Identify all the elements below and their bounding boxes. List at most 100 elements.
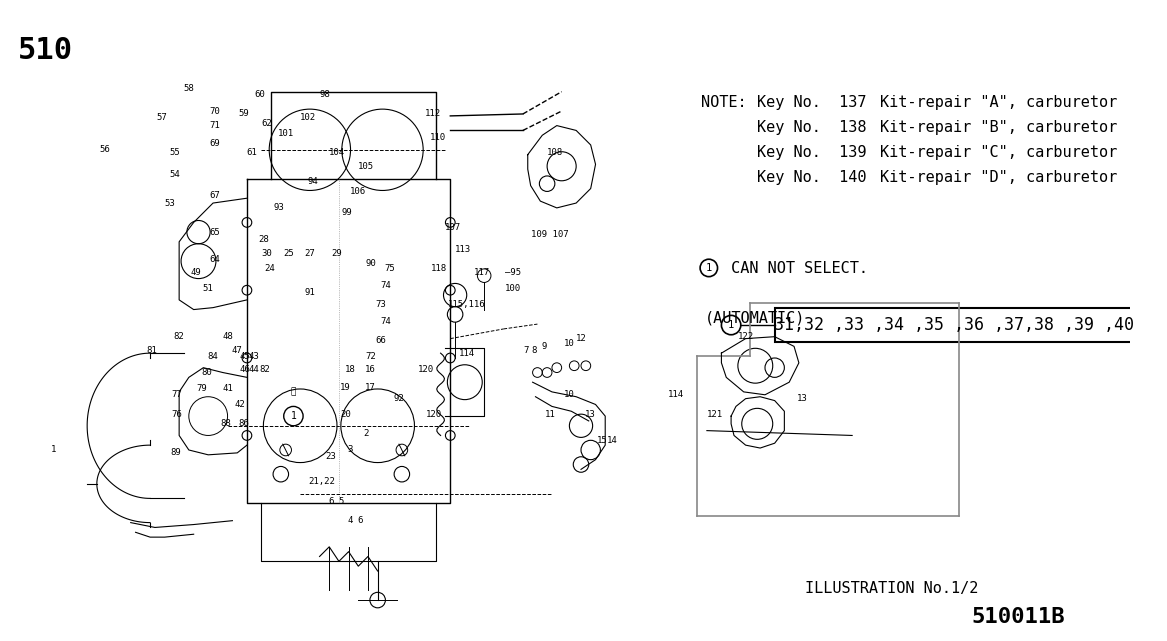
Text: 72: 72: [365, 351, 376, 360]
Text: 80: 80: [201, 368, 211, 377]
Text: 115,116: 115,116: [448, 300, 485, 309]
Text: 74: 74: [380, 281, 391, 290]
Text: 30: 30: [261, 249, 272, 258]
Text: 77: 77: [172, 390, 182, 399]
Text: 58: 58: [183, 84, 194, 94]
Text: 54: 54: [169, 169, 180, 178]
Text: 3: 3: [348, 445, 354, 454]
Text: 84: 84: [208, 351, 218, 360]
Text: 88: 88: [221, 419, 231, 428]
Text: ①: ①: [291, 387, 296, 396]
Text: 76: 76: [172, 410, 182, 419]
Text: 1: 1: [706, 263, 712, 273]
Text: 106: 106: [350, 187, 366, 196]
Text: 1: 1: [50, 445, 56, 454]
Text: 12: 12: [575, 334, 586, 343]
Text: 62: 62: [261, 119, 272, 128]
Text: 11: 11: [545, 410, 555, 419]
Text: Key No.  139: Key No. 139: [757, 145, 867, 160]
Text: —95: —95: [505, 269, 522, 278]
Circle shape: [446, 217, 455, 228]
Text: 17: 17: [364, 383, 376, 392]
Text: 93: 93: [273, 203, 285, 212]
Text: 82: 82: [259, 365, 270, 374]
Text: 59: 59: [238, 110, 250, 119]
Text: 110: 110: [429, 133, 446, 142]
Circle shape: [242, 431, 252, 440]
Text: 6: 6: [357, 516, 363, 525]
Circle shape: [446, 431, 455, 440]
Text: 21,22: 21,22: [308, 478, 335, 487]
Text: 121: 121: [706, 410, 722, 419]
Text: 15: 15: [598, 436, 608, 445]
Text: 70: 70: [210, 106, 221, 115]
Text: 13: 13: [586, 410, 596, 419]
Text: 112: 112: [425, 110, 441, 119]
Text: 18: 18: [345, 365, 356, 374]
Text: 56: 56: [99, 146, 110, 154]
Text: 51: 51: [203, 284, 214, 293]
Text: 94: 94: [307, 178, 319, 187]
Text: 25: 25: [284, 249, 294, 258]
Text: 10: 10: [564, 390, 575, 399]
Circle shape: [446, 353, 455, 363]
Text: 74: 74: [380, 317, 391, 326]
Text: 55: 55: [169, 148, 180, 157]
Text: 4: 4: [348, 516, 354, 525]
Text: Key No.  137: Key No. 137: [757, 95, 867, 110]
Text: (AUTOMATIC): (AUTOMATIC): [705, 310, 805, 326]
Text: 1: 1: [728, 320, 734, 330]
Text: 510: 510: [18, 37, 72, 65]
Text: ILLUSTRATION No.1/2: ILLUSTRATION No.1/2: [805, 581, 978, 595]
Text: 120: 120: [426, 410, 442, 419]
Text: 114: 114: [459, 349, 475, 358]
Text: 91: 91: [305, 288, 315, 297]
Text: Kit-repair "D", carburetor: Kit-repair "D", carburetor: [880, 170, 1118, 185]
Text: 82: 82: [174, 332, 184, 341]
Text: 73: 73: [375, 300, 386, 309]
Text: 61: 61: [246, 148, 257, 157]
Text: 43: 43: [249, 351, 259, 360]
Text: 90: 90: [365, 258, 376, 267]
Circle shape: [242, 353, 252, 363]
Circle shape: [242, 285, 252, 295]
Text: 41: 41: [222, 385, 233, 394]
Text: Key No.  138: Key No. 138: [757, 120, 867, 135]
Text: 64: 64: [210, 254, 221, 263]
Text: 49: 49: [190, 269, 201, 278]
Text: 122: 122: [738, 332, 754, 341]
Text: 81: 81: [147, 345, 158, 354]
Text: 79: 79: [196, 385, 207, 394]
Text: 86: 86: [238, 419, 250, 428]
Text: 10: 10: [564, 339, 575, 348]
Text: 29: 29: [331, 249, 342, 258]
Text: NOTE:: NOTE:: [701, 95, 747, 110]
Text: 42: 42: [235, 400, 245, 409]
Text: 113: 113: [455, 245, 471, 254]
Text: 57: 57: [156, 113, 167, 122]
Text: 27: 27: [305, 249, 315, 258]
Circle shape: [242, 217, 252, 228]
Text: 69: 69: [210, 138, 221, 147]
Text: 44: 44: [249, 365, 259, 374]
Text: 2: 2: [363, 429, 369, 438]
Text: 24: 24: [264, 264, 274, 274]
Text: 108: 108: [547, 148, 562, 157]
Text: 20: 20: [341, 410, 351, 419]
Text: 67: 67: [210, 191, 221, 200]
Text: 31,32 ,33 ,34 ,35 ,36 ,37,38 ,39 ,40: 31,32 ,33 ,34 ,35 ,36 ,37,38 ,39 ,40: [774, 316, 1134, 334]
Text: 109 107: 109 107: [531, 229, 568, 238]
Text: 47: 47: [232, 345, 243, 354]
Text: Kit-repair "A", carburetor: Kit-repair "A", carburetor: [880, 95, 1118, 110]
Text: 23: 23: [326, 453, 336, 462]
Text: 60: 60: [254, 90, 265, 99]
Text: Kit-repair "C", carburetor: Kit-repair "C", carburetor: [880, 145, 1118, 160]
Text: 100: 100: [505, 284, 522, 293]
Text: 13: 13: [796, 394, 808, 403]
Text: 89: 89: [170, 449, 182, 458]
Circle shape: [446, 285, 455, 295]
Bar: [775, 308, 1133, 342]
Text: CAN NOT SELECT.: CAN NOT SELECT.: [722, 261, 868, 276]
Text: 53: 53: [165, 199, 175, 208]
Text: 101: 101: [278, 129, 294, 138]
